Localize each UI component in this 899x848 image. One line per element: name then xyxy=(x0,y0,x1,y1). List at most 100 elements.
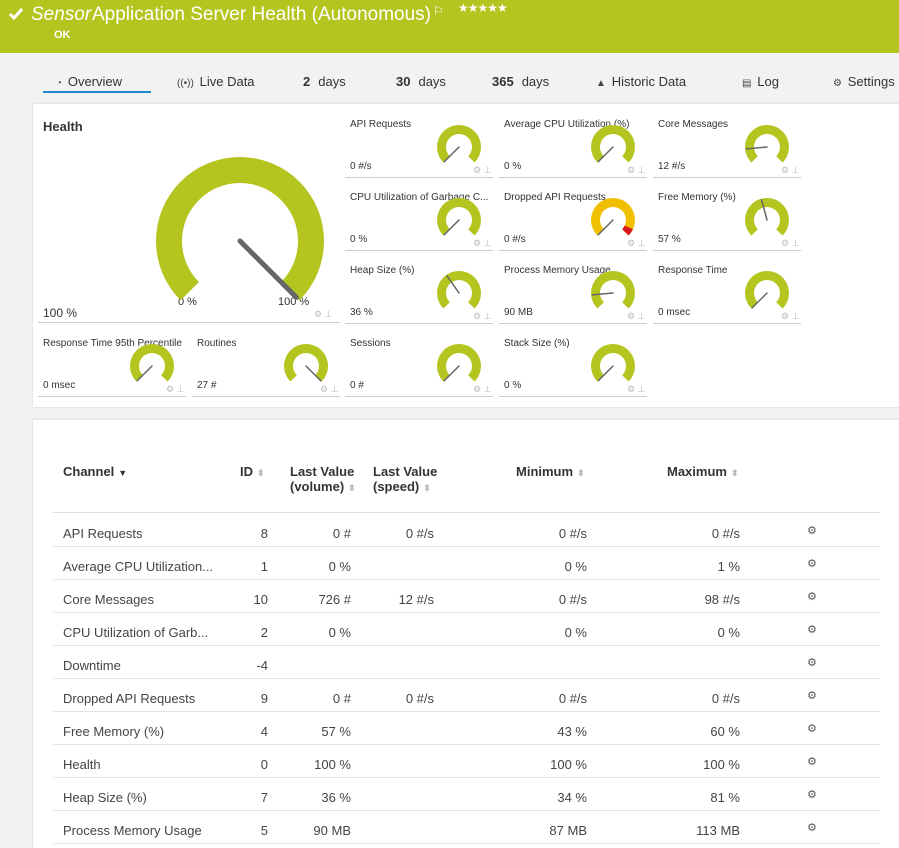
tab-number: 2 xyxy=(303,74,310,89)
sort-icon: ▼ xyxy=(118,468,127,478)
flag-icon[interactable]: ⚐ xyxy=(433,4,444,18)
gauge-tools[interactable]: ⚙ ⊥ xyxy=(473,238,491,249)
tab-icon: ◔ xyxy=(56,78,65,89)
channel-name[interactable]: Process Memory Usage xyxy=(63,823,202,838)
gauge-value: 100 % xyxy=(43,306,77,320)
gauge-value: 27 # xyxy=(197,380,216,391)
cell-value: 9 xyxy=(261,691,268,706)
channel-settings-icon[interactable]: ⚙ xyxy=(807,755,817,768)
gauge-arc xyxy=(745,271,789,309)
cell-value: 4 xyxy=(261,724,268,739)
channel-name[interactable]: Heap Size (%) xyxy=(63,790,147,805)
header-rule xyxy=(53,512,880,513)
row-rule xyxy=(53,711,880,712)
gauge-value: 90 MB xyxy=(504,307,533,318)
channel-name[interactable]: Dropped API Requests xyxy=(63,691,195,706)
gauge-arc xyxy=(437,198,481,236)
gauge-tools[interactable]: ⚙ ⊥ xyxy=(473,384,491,395)
gauge: Core Messages12 #/s⚙ ⊥ xyxy=(653,115,801,178)
priority-stars[interactable]: ★★★★★ xyxy=(458,1,507,15)
gauge-arc xyxy=(591,125,635,163)
column-header-label: Last Value (volume) xyxy=(290,464,354,494)
gauge-tools[interactable]: ⚙ ⊥ xyxy=(473,311,491,322)
gauge-tools[interactable]: ⚙ ⊥ xyxy=(473,165,491,176)
gauge-value: 36 % xyxy=(350,307,373,318)
column-header[interactable]: Minimum⬍ xyxy=(516,464,585,479)
cell-value: 0 xyxy=(261,757,268,772)
column-header-label: Maximum xyxy=(667,464,727,479)
channel-name[interactable]: Core Messages xyxy=(63,592,154,607)
column-header[interactable]: Channel ▼ xyxy=(63,464,127,479)
column-header[interactable]: Maximum ⬍ xyxy=(667,464,739,479)
cell-value: 100 % xyxy=(703,757,740,772)
gauge-tools[interactable]: ⚙ ⊥ xyxy=(781,311,799,322)
gauge-tools[interactable]: ⚙ ⊥ xyxy=(781,165,799,176)
channel-settings-icon[interactable]: ⚙ xyxy=(807,557,817,570)
channel-settings-icon[interactable]: ⚙ xyxy=(807,656,817,669)
column-header[interactable]: Last Value (volume)⬍ xyxy=(290,464,356,494)
cell-value: 0 #/s xyxy=(712,691,740,706)
tab[interactable]: ◔ Overview xyxy=(56,74,122,89)
tab[interactable]: ▲ Historic Data xyxy=(596,74,686,89)
gauge-arc xyxy=(284,344,328,382)
gauge-tools[interactable]: ⚙ ⊥ xyxy=(320,384,338,395)
cell-value: 81 % xyxy=(710,790,740,805)
row-rule xyxy=(53,810,880,811)
channel-settings-icon[interactable]: ⚙ xyxy=(807,821,817,834)
cell-value: 1 % xyxy=(718,559,740,574)
sort-icon: ⬍ xyxy=(423,483,431,493)
gauge-arc xyxy=(437,125,481,163)
gauge-tools[interactable]: ⚙ ⊥ xyxy=(627,165,645,176)
row-rule xyxy=(53,843,880,844)
channel-name[interactable]: Free Memory (%) xyxy=(63,724,164,739)
gauge-tools[interactable]: ⚙ ⊥ xyxy=(627,384,645,395)
channel-settings-icon[interactable]: ⚙ xyxy=(807,524,817,537)
channel-settings-icon[interactable]: ⚙ xyxy=(807,722,817,735)
gauge-dial xyxy=(153,154,331,332)
cell-value: 98 #/s xyxy=(705,592,740,607)
tab[interactable]: 365days xyxy=(492,74,549,89)
cell-value: 87 MB xyxy=(549,823,587,838)
column-header-label: Channel xyxy=(63,464,114,479)
tab[interactable]: ((•)) Live Data xyxy=(177,74,255,89)
gauge-arc xyxy=(156,157,324,300)
gauge-tools[interactable]: ⚙ ⊥ xyxy=(627,311,645,322)
channel-name[interactable]: Average CPU Utilization... xyxy=(63,559,213,574)
gauge: Dropped API Requests0 #/s⚙ ⊥ xyxy=(499,188,647,251)
gauge-tools[interactable]: ⚙ ⊥ xyxy=(627,238,645,249)
tab-underline xyxy=(43,91,151,93)
tab[interactable]: 30days xyxy=(396,74,446,89)
tab-label: Log xyxy=(757,74,779,89)
cell-value: 0 % xyxy=(565,625,587,640)
column-header[interactable]: Last Value (speed)⬍ xyxy=(373,464,439,494)
tab-icon: ((•)) xyxy=(177,78,197,89)
cell-value: 2 xyxy=(261,625,268,640)
status: OK xyxy=(54,29,71,41)
channel-settings-icon[interactable]: ⚙ xyxy=(807,689,817,702)
channel-name[interactable]: API Requests xyxy=(63,526,143,541)
tab-number: 30 xyxy=(396,74,410,89)
gauge-arc xyxy=(130,344,174,382)
gauge: Routines27 #⚙ ⊥ xyxy=(192,334,340,397)
gauge-tools[interactable]: ⚙ ⊥ xyxy=(781,238,799,249)
cell-value: 100 % xyxy=(314,757,351,772)
channel-settings-icon[interactable]: ⚙ xyxy=(807,590,817,603)
channel-settings-icon[interactable]: ⚙ xyxy=(807,788,817,801)
gauge: Response Time0 msec⚙ ⊥ xyxy=(653,261,801,324)
gauge-tools[interactable]: ⚙ ⊥ xyxy=(314,309,332,320)
cell-value: 0 % xyxy=(565,559,587,574)
channel-name[interactable]: Downtime xyxy=(63,658,121,673)
channel-settings-icon[interactable]: ⚙ xyxy=(807,623,817,636)
channel-name[interactable]: CPU Utilization of Garb... xyxy=(63,625,208,640)
gauge-value: 0 % xyxy=(504,380,521,391)
channel-name[interactable]: Health xyxy=(63,757,101,772)
cell-value: 90 MB xyxy=(313,823,351,838)
tab[interactable]: ⚙ Settings xyxy=(833,74,895,89)
tab[interactable]: 2days xyxy=(303,74,346,89)
cell-value: 0 % xyxy=(329,559,351,574)
column-header[interactable]: ID⬍ xyxy=(240,464,265,479)
tab[interactable]: ▤ Log xyxy=(742,74,779,89)
gauge-tools[interactable]: ⚙ ⊥ xyxy=(166,384,184,395)
sort-icon: ⬍ xyxy=(731,468,739,478)
column-header-label: Minimum xyxy=(516,464,573,479)
